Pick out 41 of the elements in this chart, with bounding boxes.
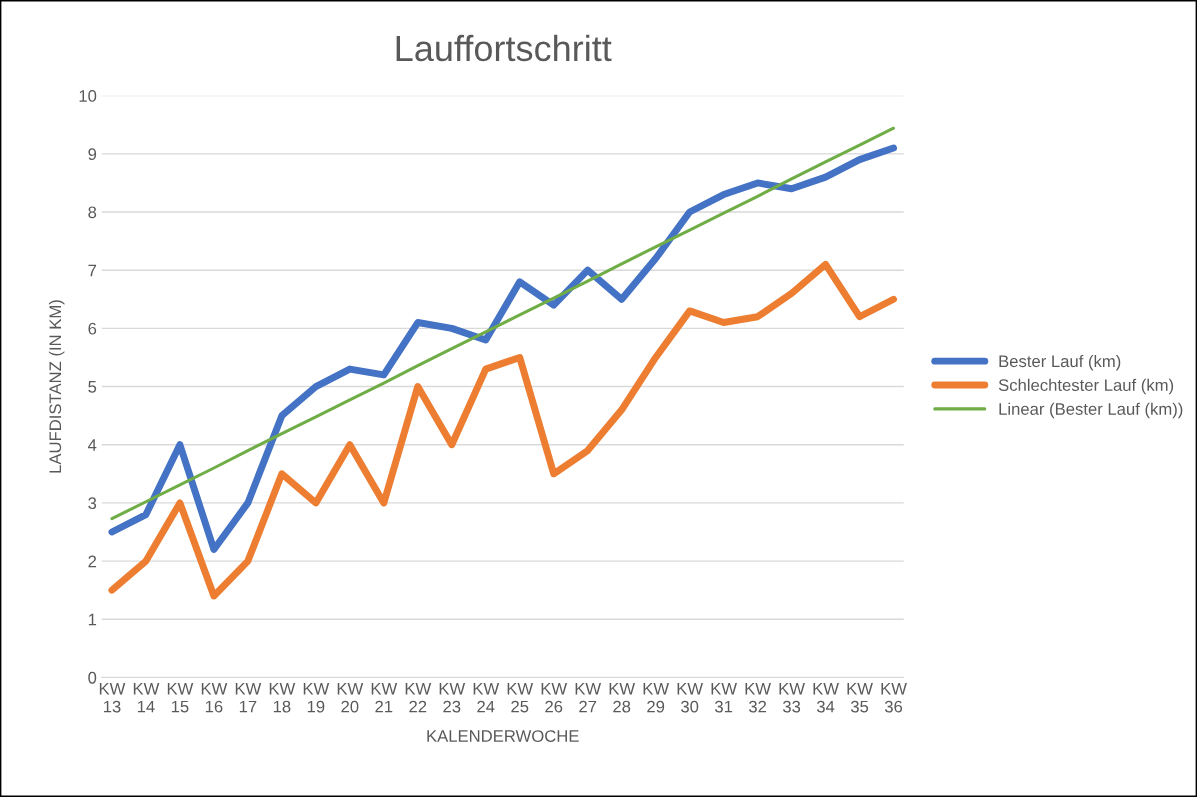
x-tick-label: KW 20 [337,682,364,713]
x-tick-label: KW 18 [269,682,296,713]
y-tick-label: 5 [88,381,97,393]
x-axis-title: KALENDERWOCHE [427,730,579,742]
x-tick-label: KW 17 [235,682,262,713]
legend-label: Schlechtester Lauf (km) [998,378,1174,395]
y-tick-label: 10 [79,90,97,102]
y-tick-label: 6 [88,322,97,335]
y-tick-label: 3 [88,497,97,510]
y-tick-label: 8 [88,206,97,219]
legend-label: Bester Lauf (km) [999,354,1121,371]
legend-label: Linear (Bester Lauf (km)) [999,402,1183,419]
chart-title: Lauffortschritt [396,34,612,62]
x-tick-label: KW 15 [167,682,194,713]
x-tick-label: KW 22 [405,682,432,713]
x-tick-label: KW 23 [439,682,466,713]
x-tick-label: KW 19 [303,682,330,713]
x-tick-label: KW 31 [711,682,737,713]
y-tick-label: 7 [88,264,97,277]
x-tick-label: KW 29 [643,682,670,713]
x-tick-label: KW 28 [609,682,636,713]
y-tick-label: 2 [88,555,97,568]
x-tick-label: KW 14 [133,682,160,713]
x-tick-label: KW 16 [201,682,228,713]
y-tick-label: 1 [88,613,97,626]
y-tick-label: 9 [88,148,97,161]
x-tick-label: KW 24 [473,682,500,713]
y-tick-label: 4 [88,439,97,451]
x-tick-label: KW 36 [881,682,907,713]
x-tick-label: KW 30 [677,682,704,713]
x-tick-label: KW 25 [507,682,534,713]
x-tick-label: KW 21 [371,682,398,713]
x-tick-label: KW 34 [813,682,839,713]
y-axis-title: LAUFDISTANZ (IN KM) [48,300,65,473]
x-tick-label: KW 13 [99,682,126,713]
x-tick-label: KW 26 [541,682,568,713]
x-tick-label: KW 35 [847,682,873,713]
x-tick-label: KW 32 [745,682,771,713]
y-tick-label: 0 [88,671,97,684]
x-tick-label: KW 33 [779,682,805,713]
x-tick-label: KW 27 [575,682,602,713]
